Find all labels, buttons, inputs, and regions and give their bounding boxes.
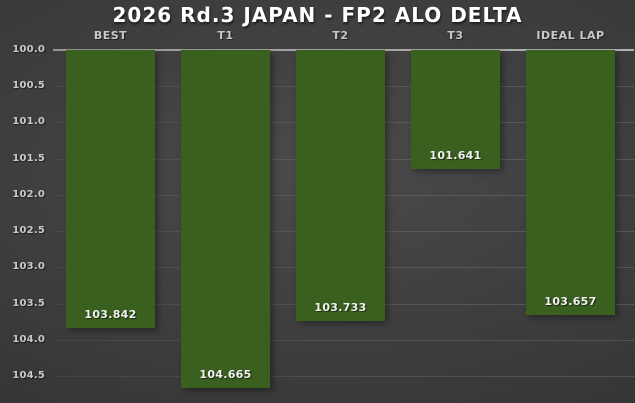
y-tick-label: 101.0 <box>12 116 45 128</box>
y-tick-label: 104.0 <box>12 333 45 345</box>
chart-title: 2026 Rd.3 JAPAN - FP2 ALO DELTA <box>112 3 523 27</box>
plot-area: 103.842 104.665 103.733 101.641 103.657 <box>53 49 634 403</box>
category-header-row: BEST T1 T2 T3 IDEAL LAP <box>53 29 628 44</box>
y-tick-label: 101.5 <box>12 152 45 164</box>
bar: 101.641 <box>410 50 501 169</box>
y-tick-label: 102.5 <box>12 225 45 237</box>
grid-line <box>53 339 634 341</box>
bar: 103.657 <box>525 50 616 316</box>
category-header: BEST <box>93 29 128 42</box>
category-header: T2 <box>332 29 349 42</box>
category-header: T1 <box>217 29 234 42</box>
bar-value-label: 103.733 <box>314 300 367 314</box>
bar: 103.842 <box>65 50 156 329</box>
bar-value-label: 103.842 <box>84 308 137 322</box>
y-tick-label: 104.5 <box>12 370 45 382</box>
y-tick-label: 102.0 <box>12 188 45 200</box>
y-tick-label: 100.5 <box>12 80 45 92</box>
grid-line <box>53 376 634 378</box>
bar: 104.665 <box>180 50 271 389</box>
bar-value-label: 103.657 <box>544 295 597 309</box>
y-tick-label: 103.0 <box>12 261 45 273</box>
category-header: T3 <box>447 29 464 42</box>
y-tick-label: 103.5 <box>12 297 45 309</box>
bar-value-label: 104.665 <box>199 368 252 382</box>
bar: 103.733 <box>295 50 386 321</box>
bar-value-label: 101.641 <box>429 148 482 162</box>
y-tick-label: 100.0 <box>12 44 45 55</box>
category-header: IDEAL LAP <box>536 29 605 42</box>
